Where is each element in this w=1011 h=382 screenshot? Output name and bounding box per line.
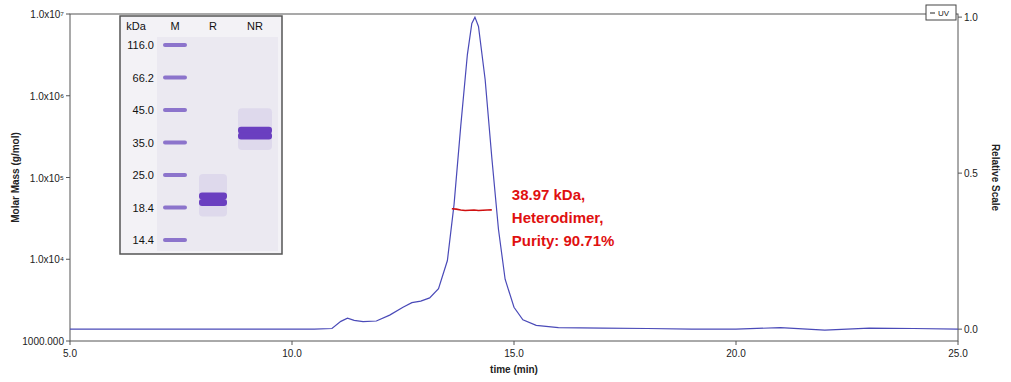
legend-swatch: [930, 13, 935, 14]
gel-marker-band: [163, 108, 187, 112]
series-line: [70, 17, 958, 330]
y2-tick: [958, 17, 962, 18]
background: [0, 0, 1011, 382]
y2-tick: [958, 329, 962, 330]
gel-marker-band: [163, 238, 187, 242]
y-tick-label: 1.0x10⁶: [30, 91, 64, 102]
gel-band: [238, 133, 272, 140]
gel-body: [157, 37, 278, 251]
plot-frame: [70, 14, 958, 341]
gel-marker-label: 35.0: [133, 137, 154, 149]
y-tick-label: 1000.000: [22, 336, 64, 347]
y-axis-label: Molar Mass (g/mol): [10, 132, 21, 223]
y-tick: [66, 14, 70, 15]
gel-marker-band: [163, 43, 187, 47]
gel-marker-band: [163, 141, 187, 145]
gel-marker-label: 66.2: [133, 72, 154, 84]
legend-box: [926, 5, 956, 20]
x-tick: [292, 341, 293, 345]
y-tick: [66, 95, 70, 96]
y2-tick-label: 0.0: [964, 324, 978, 335]
y2-axis-label: Relative Scale: [990, 144, 1001, 212]
x-tick-label: 25.0: [948, 348, 968, 359]
series-group: [70, 17, 958, 330]
x-tick-label: 20.0: [726, 348, 746, 359]
gel-band: [199, 193, 227, 200]
legend-label: UV: [938, 9, 950, 18]
gel-marker-band: [163, 206, 187, 210]
x-tick: [70, 341, 71, 345]
x-tick: [736, 341, 737, 345]
y2-tick-label: 0.5: [964, 168, 978, 179]
y2-tick: [958, 173, 962, 174]
x-tick-label: 15.0: [504, 348, 524, 359]
annotation: Purity: 90.71%: [512, 232, 615, 249]
gel-marker-band: [163, 173, 187, 177]
gel-marker-label: 18.4: [133, 202, 154, 214]
gel-frame: [120, 16, 282, 254]
x-tick: [514, 341, 515, 345]
gel-lane-label: R: [209, 20, 217, 32]
legend: UV: [926, 5, 956, 20]
gel-unit-label: kDa: [126, 20, 146, 32]
x-tick-label: 5.0: [63, 348, 77, 359]
gel-lane-smear: [238, 108, 272, 150]
annotation: 38.97 kDa,: [512, 186, 585, 203]
gel-lane-label: M: [170, 20, 179, 32]
annotation: Heterodimer,: [512, 209, 604, 226]
gel-marker-label: 45.0: [133, 104, 154, 116]
x-tick: [958, 341, 959, 345]
x-axis-label: time (min): [490, 364, 538, 375]
gel-lane-label: NR: [247, 20, 263, 32]
gel-band: [199, 199, 227, 206]
y-tick-label: 1.0x10⁷: [30, 9, 64, 20]
y-tick: [66, 341, 70, 342]
x-tick-label: 10.0: [282, 348, 302, 359]
gel-marker-band: [163, 76, 187, 80]
gel-marker-label: 116.0: [127, 39, 154, 51]
gel-lane-smear: [199, 174, 227, 216]
gel-marker-label: 25.0: [133, 169, 154, 181]
y-tick-label: 1.0x10⁴: [30, 254, 64, 265]
y-tick-label: 1.0x10⁵: [30, 173, 64, 184]
y-tick: [66, 259, 70, 260]
chart: 5.0 10.0 15.0 20.0 25.0 1000.000 1.0x10⁴ 1.0x10…: [0, 0, 1011, 382]
y2-tick-label: 1.0: [964, 12, 978, 23]
gel-marker-label: 14.4: [133, 234, 154, 246]
y-tick: [66, 177, 70, 178]
gel-inset: kDa M 116.0 66.2 45.0 35.0 25.0 18.4 14.4 R NR: [120, 16, 282, 254]
series-line: [452, 209, 492, 211]
